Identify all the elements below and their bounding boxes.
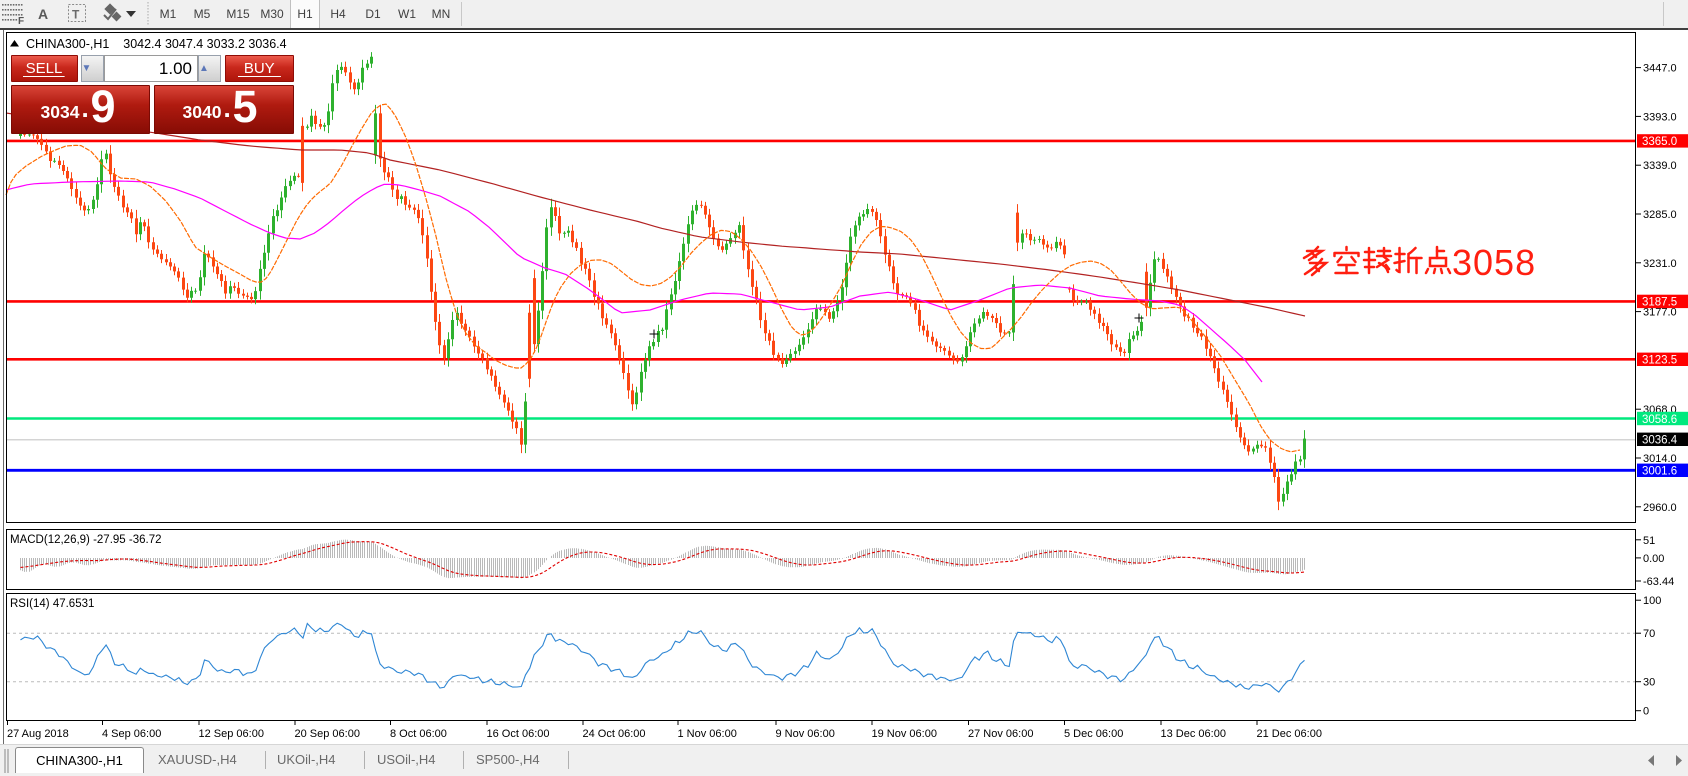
svg-text:3177.0: 3177.0	[1643, 307, 1677, 319]
svg-text:0.00: 0.00	[1643, 553, 1664, 565]
svg-text:3058: 3058	[1452, 242, 1536, 283]
svg-text:9 Nov 06:00: 9 Nov 06:00	[776, 728, 835, 740]
svg-text:0: 0	[1643, 706, 1649, 718]
svg-text:3285.0: 3285.0	[1643, 209, 1677, 221]
svg-text:RSI(14) 47.6531: RSI(14) 47.6531	[10, 598, 94, 610]
svg-text:3231.0: 3231.0	[1643, 258, 1677, 270]
svg-text:13 Dec 06:00: 13 Dec 06:00	[1161, 728, 1226, 740]
svg-text:3001.6: 3001.6	[1642, 466, 1677, 478]
svg-text:3447.0: 3447.0	[1643, 63, 1677, 75]
svg-text:1 Nov 06:00: 1 Nov 06:00	[678, 728, 737, 740]
svg-text:12 Sep 06:00: 12 Sep 06:00	[199, 728, 264, 740]
svg-text:5 Dec 06:00: 5 Dec 06:00	[1064, 728, 1123, 740]
svg-text:3339.0: 3339.0	[1643, 160, 1677, 172]
svg-text:3014.0: 3014.0	[1643, 453, 1677, 465]
svg-text:CHINA300-,H1 3042.4 3047.4: CHINA300-,H1 3042.4 3047.4 3033.2 3036.4	[26, 37, 287, 51]
svg-text:30: 30	[1643, 677, 1655, 689]
svg-text:8 Oct 06:00: 8 Oct 06:00	[390, 728, 447, 740]
svg-text:100: 100	[1643, 595, 1661, 607]
svg-text:2960.0: 2960.0	[1643, 502, 1677, 514]
svg-text:27 Aug 2018: 27 Aug 2018	[7, 728, 69, 740]
svg-text:A: A	[38, 6, 48, 22]
svg-text:24 Oct 06:00: 24 Oct 06:00	[583, 728, 646, 740]
svg-text:F: F	[18, 16, 24, 27]
svg-text:3187.5: 3187.5	[1642, 297, 1677, 309]
svg-text:-63.44: -63.44	[1643, 576, 1674, 588]
svg-text:T: T	[72, 8, 80, 22]
svg-text:4 Sep 06:00: 4 Sep 06:00	[102, 728, 161, 740]
svg-text:16 Oct 06:00: 16 Oct 06:00	[487, 728, 550, 740]
svg-text:3123.5: 3123.5	[1642, 355, 1677, 367]
svg-text:21 Dec 06:00: 21 Dec 06:00	[1257, 728, 1322, 740]
svg-text:3058.6: 3058.6	[1642, 414, 1677, 426]
svg-text:27 Nov 06:00: 27 Nov 06:00	[968, 728, 1033, 740]
svg-text:3393.0: 3393.0	[1643, 111, 1677, 123]
svg-text:3036.4: 3036.4	[1642, 435, 1678, 447]
svg-text:20 Sep 06:00: 20 Sep 06:00	[295, 728, 360, 740]
svg-text:MACD(12,26,9) -27.95 -36.72: MACD(12,26,9) -27.95 -36.72	[10, 534, 162, 546]
svg-text:51: 51	[1643, 535, 1655, 547]
svg-text:19 Nov 06:00: 19 Nov 06:00	[872, 728, 937, 740]
svg-text:3365.0: 3365.0	[1642, 136, 1677, 148]
svg-text:70: 70	[1643, 628, 1655, 640]
